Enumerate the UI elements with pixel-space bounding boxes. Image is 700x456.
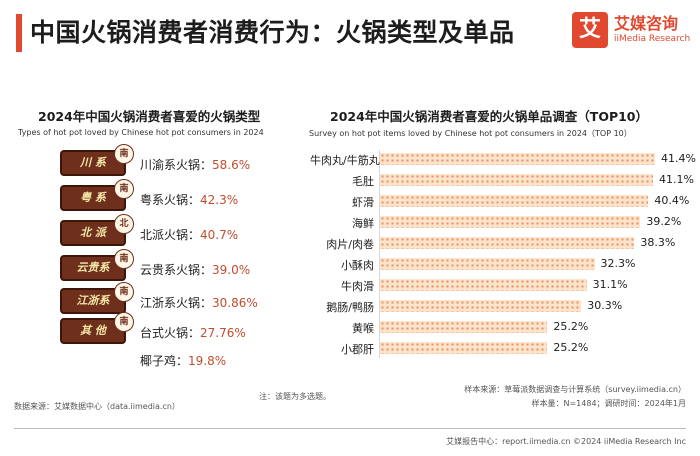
data-source: 数据来源：艾媒数据中心（data.iimedia.cn） bbox=[14, 402, 180, 411]
bar-category-label: 鹅肠/鸭肠 bbox=[326, 301, 374, 314]
logo-mark: 艾 bbox=[572, 12, 608, 48]
logo-subtitle: iiMedia Research bbox=[614, 34, 691, 44]
stamp-icon: 南 bbox=[114, 249, 134, 269]
bar-category-label: 肉片/肉卷 bbox=[326, 238, 374, 251]
stamp-icon: 南 bbox=[114, 282, 134, 302]
bar-category-label: 牛肉滑 bbox=[341, 280, 374, 293]
bar bbox=[380, 216, 641, 228]
bar bbox=[380, 153, 655, 165]
bar bbox=[380, 279, 587, 291]
bar-value-label: 31.1% bbox=[592, 278, 628, 291]
chart-axis bbox=[379, 150, 380, 358]
bar-category-label: 毛肚 bbox=[352, 175, 374, 188]
bar-category-label: 小郡肝 bbox=[341, 343, 374, 356]
hotpot-type-value: 40.7% bbox=[200, 228, 239, 242]
northern-style-icon: 北 派北 bbox=[60, 214, 134, 246]
bar-value-label: 41.4% bbox=[661, 152, 696, 165]
left-chart-subtitle: Types of hot pot loved by Chinese hot po… bbox=[18, 128, 264, 137]
bar-value-label: 30.3% bbox=[587, 299, 623, 312]
bar-category-label: 虾滑 bbox=[352, 196, 374, 209]
hotpot-type-label: 云贵系火锅： bbox=[140, 263, 213, 277]
bar bbox=[380, 342, 548, 354]
copyright: 艾媒报告中心：report.iimedia.cn ©2024 iiMedia R… bbox=[446, 437, 686, 446]
bar bbox=[380, 174, 653, 186]
hotpot-type-label: 台式火锅： bbox=[140, 326, 201, 340]
stamp-icon: 南 bbox=[114, 144, 134, 164]
hotpot-type-value: 39.0% bbox=[212, 263, 251, 277]
hotpot-type-value: 30.86% bbox=[212, 296, 258, 310]
sample-info: 样本量：N=1484；调研时间：2024年1月 bbox=[531, 399, 687, 408]
bar-category-label: 海鲜 bbox=[352, 217, 374, 230]
other-style-icon: 其 他南 bbox=[60, 312, 134, 344]
page-title: 中国火锅消费者消费行为：火锅类型及单品 bbox=[30, 18, 515, 47]
hotpot-type-label: 粤系火锅： bbox=[140, 193, 201, 207]
bar-value-label: 25.2% bbox=[553, 320, 589, 333]
stamp-icon: 南 bbox=[114, 312, 134, 332]
cantonese-style-icon: 粤 系南 bbox=[60, 179, 134, 211]
hotpot-type-label: 椰子鸡： bbox=[140, 354, 189, 368]
note-text: 注：该题为多选题。 bbox=[259, 392, 331, 401]
hotpot-type-label: 江浙系火锅： bbox=[140, 296, 213, 310]
bar-category-label: 小酥肉 bbox=[341, 259, 374, 272]
footer-divider bbox=[14, 428, 686, 429]
hotpot-type-label: 川渝系火锅： bbox=[140, 158, 213, 172]
bar-category-label: 黄喉 bbox=[352, 322, 374, 335]
sample-source: 样本来源：草莓派数据调查与计算系统（survey.iimedia.cn） bbox=[464, 385, 686, 394]
bar-value-label: 40.4% bbox=[654, 194, 690, 207]
jiangzhe-style-icon: 江浙系南 bbox=[60, 282, 134, 314]
right-chart-subtitle: Survey on hot pot items loved by Chinese… bbox=[309, 129, 632, 138]
bar-category-label: 牛肉丸/牛筋丸 bbox=[310, 154, 380, 167]
right-chart-title: 2024年中国火锅消费者喜爱的火锅单品调查（TOP10） bbox=[330, 109, 649, 124]
bar bbox=[380, 237, 635, 249]
bar-value-label: 38.3% bbox=[640, 236, 676, 249]
logo-name: 艾媒咨询 bbox=[614, 14, 679, 33]
title-accent-bar bbox=[16, 14, 22, 52]
yungui-style-icon: 云贵系南 bbox=[60, 249, 134, 281]
hotpot-type-value: 42.3% bbox=[200, 193, 239, 207]
bar-value-label: 25.2% bbox=[553, 341, 589, 354]
bar bbox=[380, 300, 582, 312]
bar bbox=[380, 258, 595, 270]
bar bbox=[380, 321, 548, 333]
bar-value-label: 39.2% bbox=[646, 215, 682, 228]
bar bbox=[380, 195, 649, 207]
hotpot-type-label: 北派火锅： bbox=[140, 228, 201, 242]
stamp-icon: 北 bbox=[114, 214, 134, 234]
hotpot-type-value: 19.8% bbox=[188, 354, 227, 368]
stamp-icon: 南 bbox=[114, 179, 134, 199]
hotpot-type-value: 58.6% bbox=[212, 158, 251, 172]
brand-logo: 艾 艾媒咨询 iiMedia Research bbox=[572, 12, 690, 48]
hotpot-type-value: 27.76% bbox=[200, 326, 246, 340]
sichuan-style-icon: 川 系南 bbox=[60, 144, 134, 176]
bar-value-label: 32.3% bbox=[600, 257, 636, 270]
bar-value-label: 41.1% bbox=[659, 173, 694, 186]
left-chart-title: 2024年中国火锅消费者喜爱的火锅类型 bbox=[38, 109, 261, 124]
